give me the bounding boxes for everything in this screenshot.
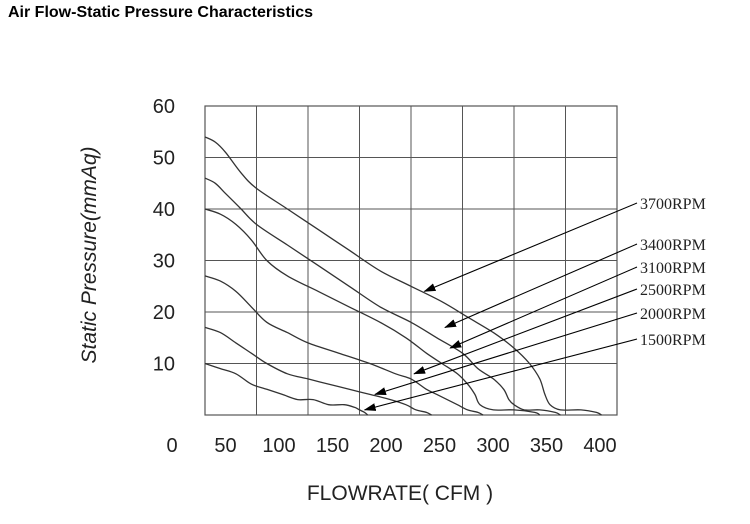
x-tick-label: 250 bbox=[423, 435, 456, 457]
annotation-label: 3100RPM bbox=[640, 260, 706, 277]
y-tick-label: 20 bbox=[153, 302, 175, 324]
y-axis-label: Static Pressure(mmAq) bbox=[78, 146, 101, 363]
annotation-arrow bbox=[423, 202, 638, 292]
annotation-label: 1500RPM bbox=[640, 332, 706, 349]
y-tick-label: 60 bbox=[153, 96, 175, 118]
annotation-label: 3700RPM bbox=[640, 196, 706, 213]
x-tick-label: 150 bbox=[316, 435, 349, 457]
y-tick-label: 10 bbox=[153, 354, 175, 376]
x-tick-label: 400 bbox=[583, 435, 616, 457]
annotation-arrow bbox=[373, 312, 638, 395]
annotation-label: 3400RPM bbox=[640, 237, 706, 254]
x-tick-label: 100 bbox=[262, 435, 295, 457]
annotation-label: 2000RPM bbox=[640, 306, 706, 323]
x-tick-label: 350 bbox=[530, 435, 563, 457]
y-tick-label: 50 bbox=[153, 148, 175, 170]
annotation-arrow bbox=[444, 243, 638, 328]
y-tick-label: 30 bbox=[153, 251, 175, 273]
annotation-label: 2500RPM bbox=[640, 282, 706, 299]
series-line-2000rpm bbox=[204, 326, 432, 416]
annotation-arrow bbox=[363, 338, 638, 411]
annotation-arrow bbox=[413, 288, 638, 375]
series-line-2500rpm bbox=[204, 275, 484, 416]
x-tick-label: 0 bbox=[166, 435, 177, 457]
annotation-arrow bbox=[449, 266, 638, 349]
x-tick-label: 50 bbox=[214, 435, 236, 457]
y-tick-label: 40 bbox=[153, 199, 175, 221]
x-tick-label: 300 bbox=[476, 435, 509, 457]
page-title: Air Flow-Static Pressure Characteristics bbox=[8, 4, 314, 21]
series-line-3700rpm bbox=[204, 136, 602, 416]
series-line-1500rpm bbox=[204, 362, 369, 416]
series-line-3100rpm bbox=[204, 208, 541, 416]
x-tick-label: 200 bbox=[369, 435, 402, 457]
series-line-3400rpm bbox=[204, 177, 561, 416]
x-axis-label: FLOWRATE( CFM ) bbox=[307, 482, 493, 505]
